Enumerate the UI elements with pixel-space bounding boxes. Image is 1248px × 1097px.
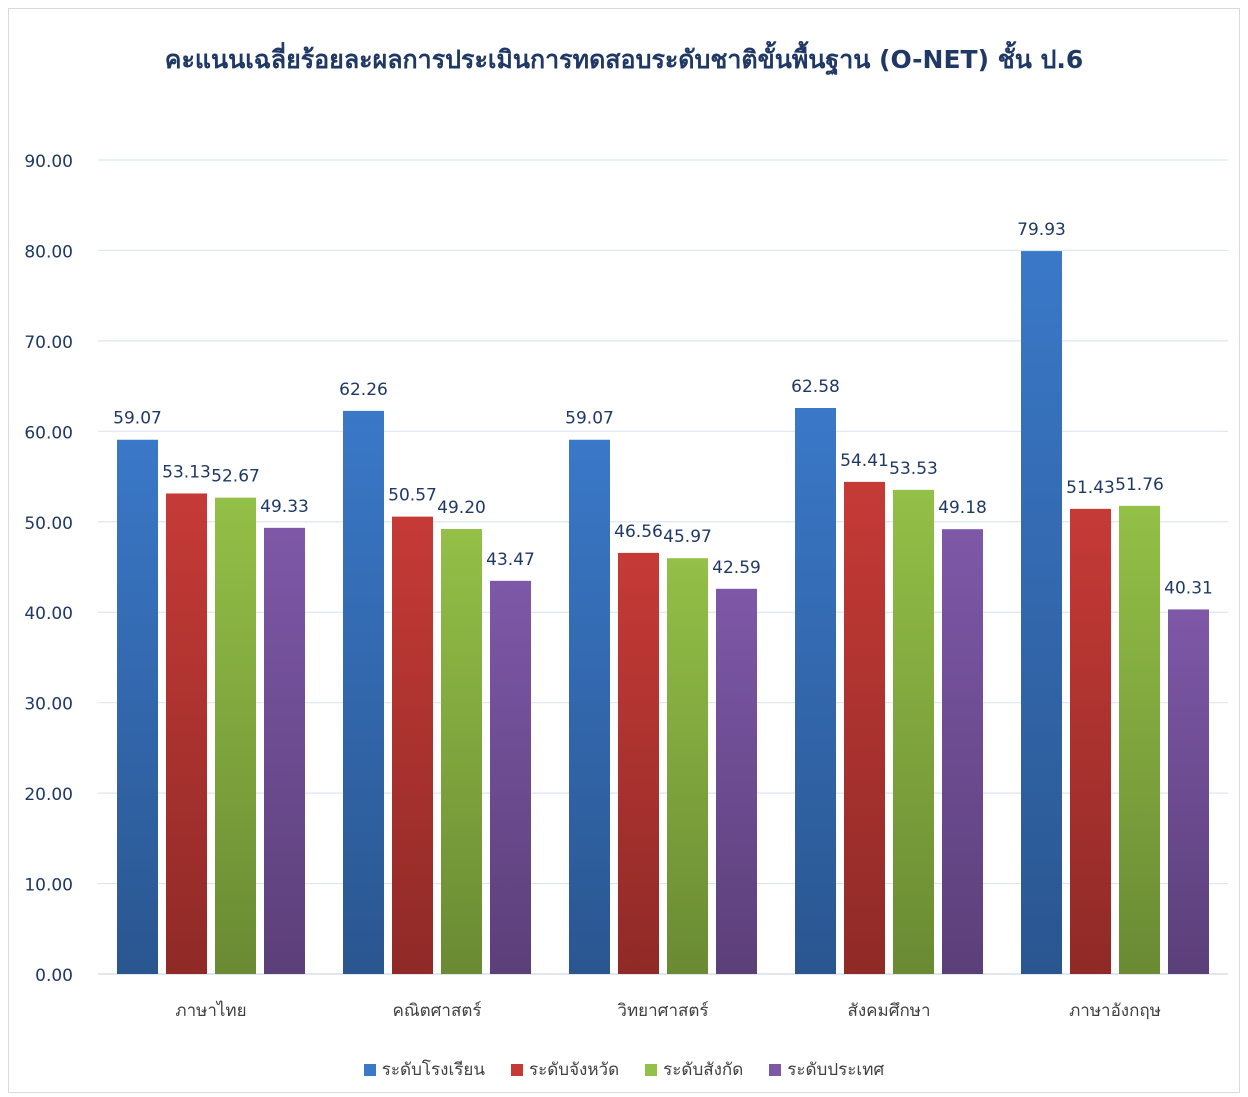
bar [893, 489, 934, 974]
x-tick-label: ภาษาไทย [175, 1000, 246, 1021]
bar [667, 558, 708, 974]
legend-item: ระดับโรงเรียน [363, 1056, 485, 1083]
bar [618, 552, 659, 974]
bar [490, 580, 531, 974]
legend-item: ระดับประเทศ [769, 1056, 884, 1083]
data-label: 59.07 [113, 409, 162, 429]
data-label: 46.56 [614, 522, 663, 542]
y-tick-label: 0.00 [35, 966, 73, 986]
y-tick-label: 50.00 [24, 514, 73, 534]
y-tick-label: 70.00 [24, 333, 73, 353]
data-label: 42.59 [712, 558, 761, 578]
data-label: 79.93 [1017, 220, 1066, 240]
data-label: 59.07 [565, 409, 614, 429]
bar [343, 410, 384, 974]
legend-label: ระดับจังหวัด [528, 1060, 620, 1080]
x-tick-label: ภาษาอังกฤษ [1069, 1001, 1161, 1021]
bar [569, 439, 610, 975]
legend-swatch [510, 1063, 523, 1076]
bar [117, 439, 158, 975]
data-label: 49.33 [260, 497, 309, 517]
bar [1070, 508, 1111, 974]
data-label: 49.20 [437, 498, 486, 518]
legend-label: ระดับโรงเรียน [381, 1060, 485, 1080]
bar [441, 529, 482, 974]
legend-swatch [645, 1063, 658, 1076]
y-tick-label: 80.00 [24, 242, 73, 262]
data-label: 53.13 [162, 462, 211, 482]
data-label: 51.43 [1066, 478, 1115, 498]
data-label: 40.31 [1164, 578, 1213, 598]
data-label: 54.41 [840, 451, 889, 471]
y-tick-label: 10.00 [24, 876, 73, 896]
legend-label: ระดับสังกัด [663, 1060, 744, 1080]
data-label: 53.53 [889, 459, 938, 479]
bar [215, 497, 256, 974]
legend-swatch [769, 1063, 782, 1076]
x-tick-label: คณิตศาสตร์ [392, 1001, 481, 1021]
legend-item: ระดับสังกัด [645, 1056, 743, 1083]
data-label: 45.97 [663, 527, 712, 547]
bar [844, 481, 885, 974]
chart-legend: ระดับโรงเรียน ระดับจังหวัด ระดับสังกัด ระดั… [0, 1056, 1248, 1083]
bar [1168, 609, 1209, 974]
bar [1021, 251, 1062, 974]
data-label: 62.58 [791, 377, 840, 397]
bar [392, 516, 433, 974]
y-tick-label: 30.00 [24, 695, 73, 715]
bar [166, 493, 207, 974]
bar [264, 527, 305, 974]
bar [942, 529, 983, 974]
data-label: 62.26 [339, 380, 388, 400]
y-tick-label: 20.00 [24, 785, 73, 805]
data-label: 50.57 [388, 486, 437, 506]
chart-title: คะแนนเฉลี่ยร้อยละผลการประเมินการทดสอบระด… [164, 45, 1084, 74]
y-tick-label: 60.00 [24, 423, 73, 443]
data-label: 52.67 [211, 467, 260, 487]
data-label: 51.76 [1115, 475, 1164, 495]
y-tick-label: 90.00 [24, 152, 73, 172]
legend-item: ระดับจังหวัด [510, 1056, 620, 1083]
data-label: 49.18 [938, 498, 987, 518]
bar [716, 588, 757, 974]
legend-swatch [363, 1063, 376, 1076]
x-tick-label: สังคมศึกษา [847, 1001, 930, 1021]
bar [795, 407, 836, 974]
x-tick-label: วิทยาศาสตร์ [617, 1001, 709, 1021]
y-tick-label: 40.00 [24, 604, 73, 624]
data-label: 43.47 [486, 550, 535, 570]
bar [1119, 505, 1160, 974]
legend-label: ระดับประเทศ [787, 1060, 885, 1080]
